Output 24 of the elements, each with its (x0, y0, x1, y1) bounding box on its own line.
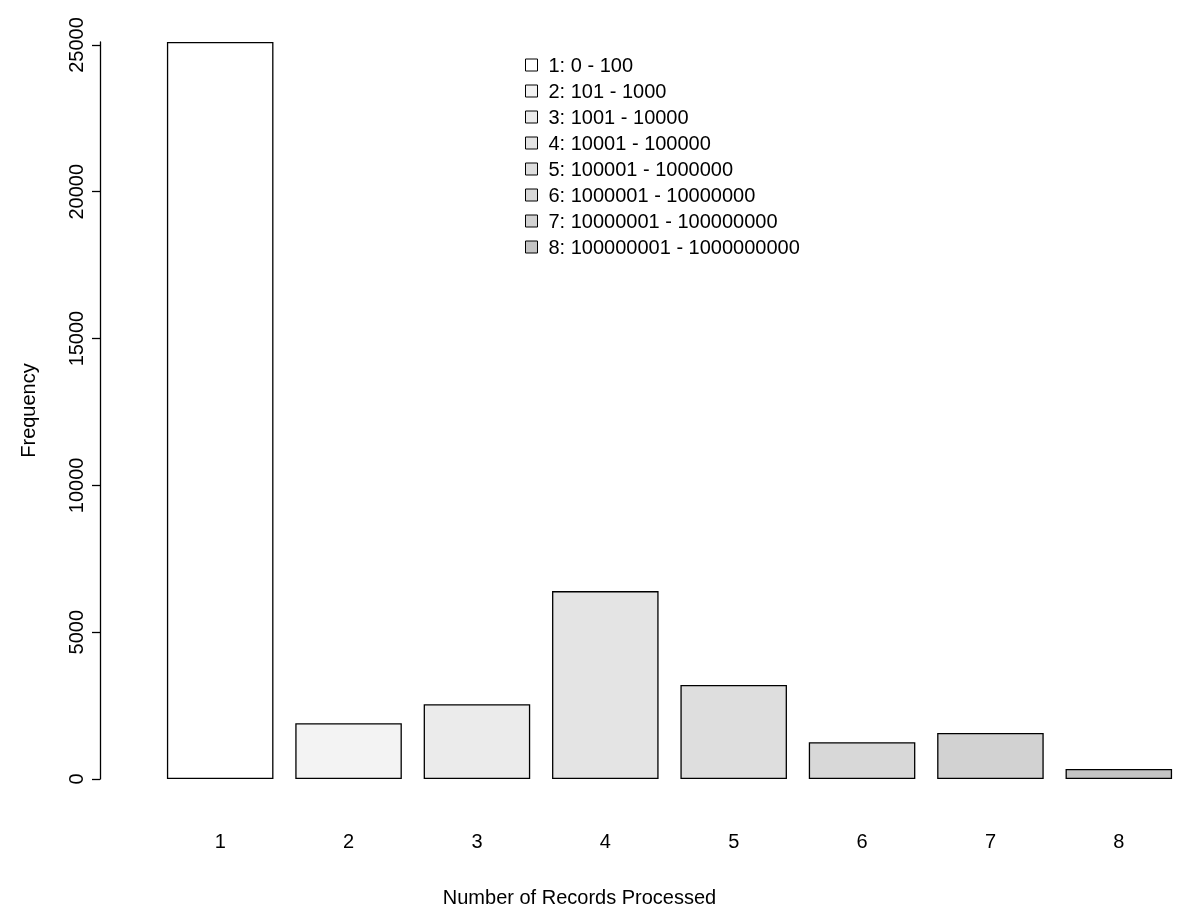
x-tick-label: 7 (984, 830, 996, 852)
legend-label: 6: 1000001 - 10000000 (548, 184, 756, 206)
legend-label: 1: 0 - 100 (548, 54, 634, 76)
x-tick-label: 3 (471, 830, 483, 852)
y-tick-label: 0 (65, 773, 87, 785)
legend-label: 5: 100001 - 1000000 (548, 158, 734, 180)
y-tick-label: 5000 (65, 609, 87, 655)
y-tick-label: 10000 (65, 457, 87, 514)
legend-label: 4: 10001 - 100000 (548, 132, 711, 154)
y-axis-title: Frequency (17, 363, 39, 458)
legend-label: 3: 1001 - 10000 (548, 106, 689, 128)
legend-label: 8: 100000001 - 1000000000 (548, 236, 800, 258)
x-tick-label: 2 (343, 830, 355, 852)
legend-label: 7: 10000001 - 100000000 (548, 210, 778, 232)
x-tick-label: 5 (728, 830, 740, 852)
x-tick-label: 1 (214, 830, 226, 852)
legend-label: 2: 101 - 1000 (548, 80, 667, 102)
x-tick-label: 8 (1113, 830, 1125, 852)
x-tick-label: 6 (856, 830, 868, 852)
y-tick-label: 15000 (65, 310, 87, 367)
y-tick-label: 20000 (65, 163, 87, 220)
y-tick-label: 25000 (65, 17, 87, 73)
x-axis-title: Number of Records Processed (442, 886, 717, 908)
x-tick-label: 4 (599, 830, 611, 852)
